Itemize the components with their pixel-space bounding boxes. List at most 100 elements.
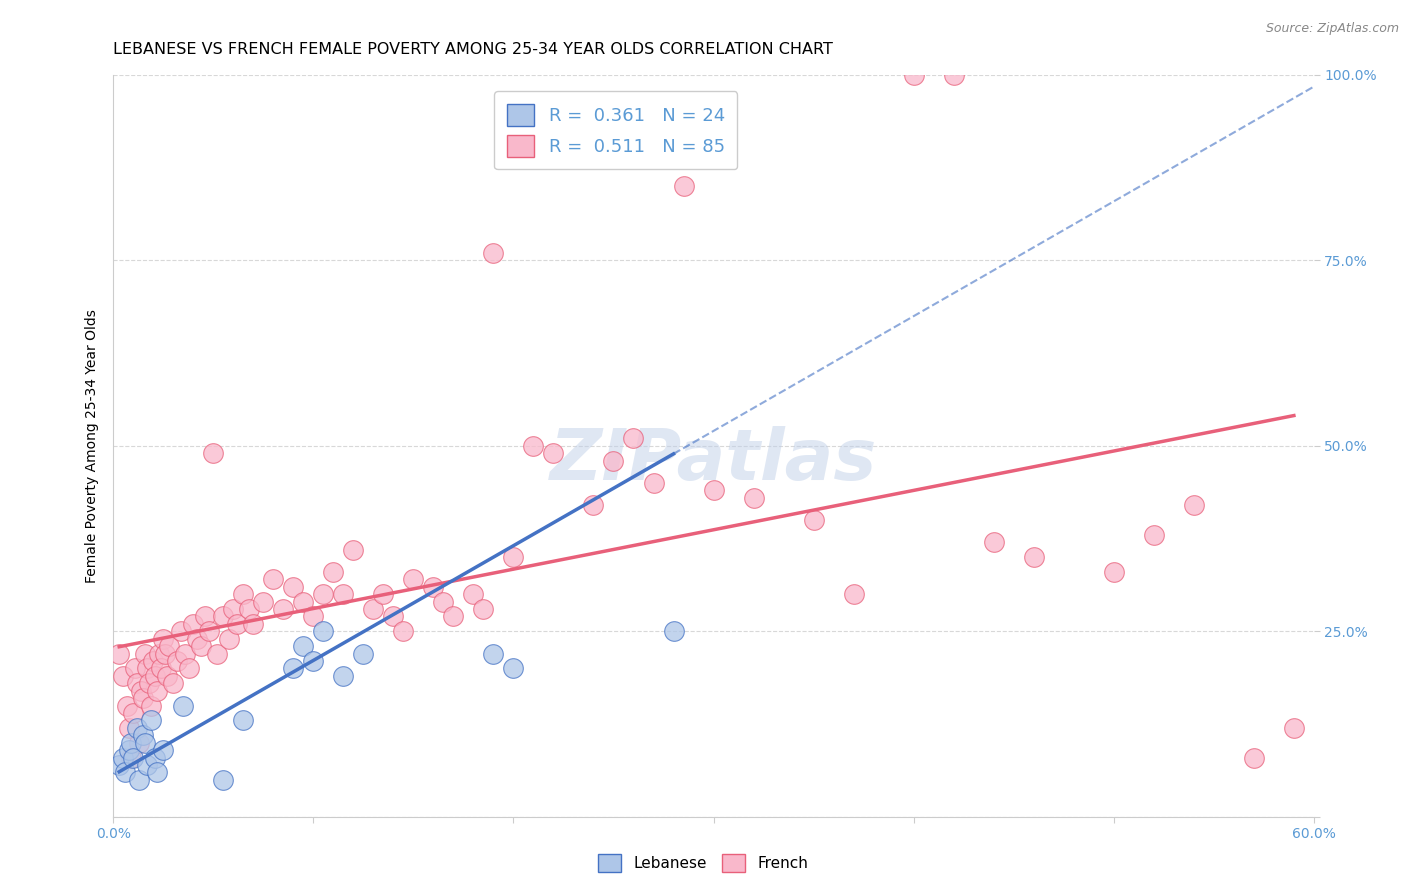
Point <box>382 609 405 624</box>
Point <box>1182 498 1205 512</box>
Point <box>124 661 146 675</box>
Point <box>202 446 225 460</box>
Point <box>120 750 142 764</box>
Point <box>112 669 135 683</box>
Point <box>136 758 159 772</box>
Point <box>502 661 524 675</box>
Point <box>172 698 194 713</box>
Point <box>136 661 159 675</box>
Point <box>742 491 765 505</box>
Point <box>143 750 166 764</box>
Point <box>903 68 925 82</box>
Point <box>422 580 444 594</box>
Point <box>148 647 170 661</box>
Point <box>1143 528 1166 542</box>
Point <box>226 616 249 631</box>
Point <box>292 594 315 608</box>
Point <box>672 178 695 193</box>
Point <box>132 691 155 706</box>
Point <box>402 573 425 587</box>
Point <box>166 654 188 668</box>
Point <box>157 639 180 653</box>
Point <box>262 573 284 587</box>
Point <box>127 676 149 690</box>
Point <box>1243 750 1265 764</box>
Point <box>352 647 374 661</box>
Point <box>322 565 344 579</box>
Point <box>132 728 155 742</box>
Point <box>146 765 169 780</box>
Point <box>332 669 354 683</box>
Point <box>582 498 605 512</box>
Point <box>312 587 335 601</box>
Point <box>271 602 294 616</box>
Point <box>983 535 1005 549</box>
Point <box>146 683 169 698</box>
Point <box>122 750 145 764</box>
Point <box>112 750 135 764</box>
Point <box>141 698 163 713</box>
Point <box>108 758 131 772</box>
Point <box>194 609 217 624</box>
Point <box>212 609 235 624</box>
Point <box>702 483 724 498</box>
Point <box>179 661 201 675</box>
Point <box>1022 550 1045 565</box>
Point <box>602 453 624 467</box>
Point <box>463 587 485 601</box>
Point <box>342 542 364 557</box>
Point <box>162 676 184 690</box>
Point <box>118 721 141 735</box>
Point <box>186 632 208 646</box>
Point <box>392 624 415 639</box>
Point <box>150 661 173 675</box>
Point <box>212 772 235 787</box>
Point <box>363 602 385 616</box>
Point <box>643 475 665 490</box>
Point <box>942 68 965 82</box>
Point <box>842 587 865 601</box>
Point <box>502 550 524 565</box>
Point <box>114 765 136 780</box>
Y-axis label: Female Poverty Among 25-34 Year Olds: Female Poverty Among 25-34 Year Olds <box>86 309 100 582</box>
Point <box>238 602 260 616</box>
Point <box>170 624 193 639</box>
Point <box>302 654 325 668</box>
Point <box>142 654 165 668</box>
Legend: R =  0.361   N = 24, R =  0.511   N = 85: R = 0.361 N = 24, R = 0.511 N = 85 <box>495 91 738 169</box>
Point <box>302 609 325 624</box>
Point <box>232 714 254 728</box>
Text: Source: ZipAtlas.com: Source: ZipAtlas.com <box>1265 22 1399 36</box>
Point <box>543 446 565 460</box>
Point <box>127 721 149 735</box>
Point <box>1282 721 1305 735</box>
Point <box>143 669 166 683</box>
Point <box>128 772 150 787</box>
Point <box>198 624 221 639</box>
Text: ZIPatlas: ZIPatlas <box>550 426 877 495</box>
Point <box>122 706 145 720</box>
Point <box>138 676 160 690</box>
Point <box>373 587 395 601</box>
Point <box>232 587 254 601</box>
Point <box>432 594 454 608</box>
Point <box>207 647 229 661</box>
Point <box>283 661 305 675</box>
Point <box>522 439 544 453</box>
Point <box>108 647 131 661</box>
Point <box>118 743 141 757</box>
Point <box>283 580 305 594</box>
Point <box>482 647 505 661</box>
Point <box>623 431 645 445</box>
Point <box>120 736 142 750</box>
Point <box>134 647 156 661</box>
Point <box>152 743 174 757</box>
Point <box>134 736 156 750</box>
Point <box>222 602 245 616</box>
Point <box>155 647 177 661</box>
Point <box>332 587 354 601</box>
Point <box>190 639 212 653</box>
Point <box>803 513 825 527</box>
Point <box>129 683 152 698</box>
Point <box>472 602 495 616</box>
